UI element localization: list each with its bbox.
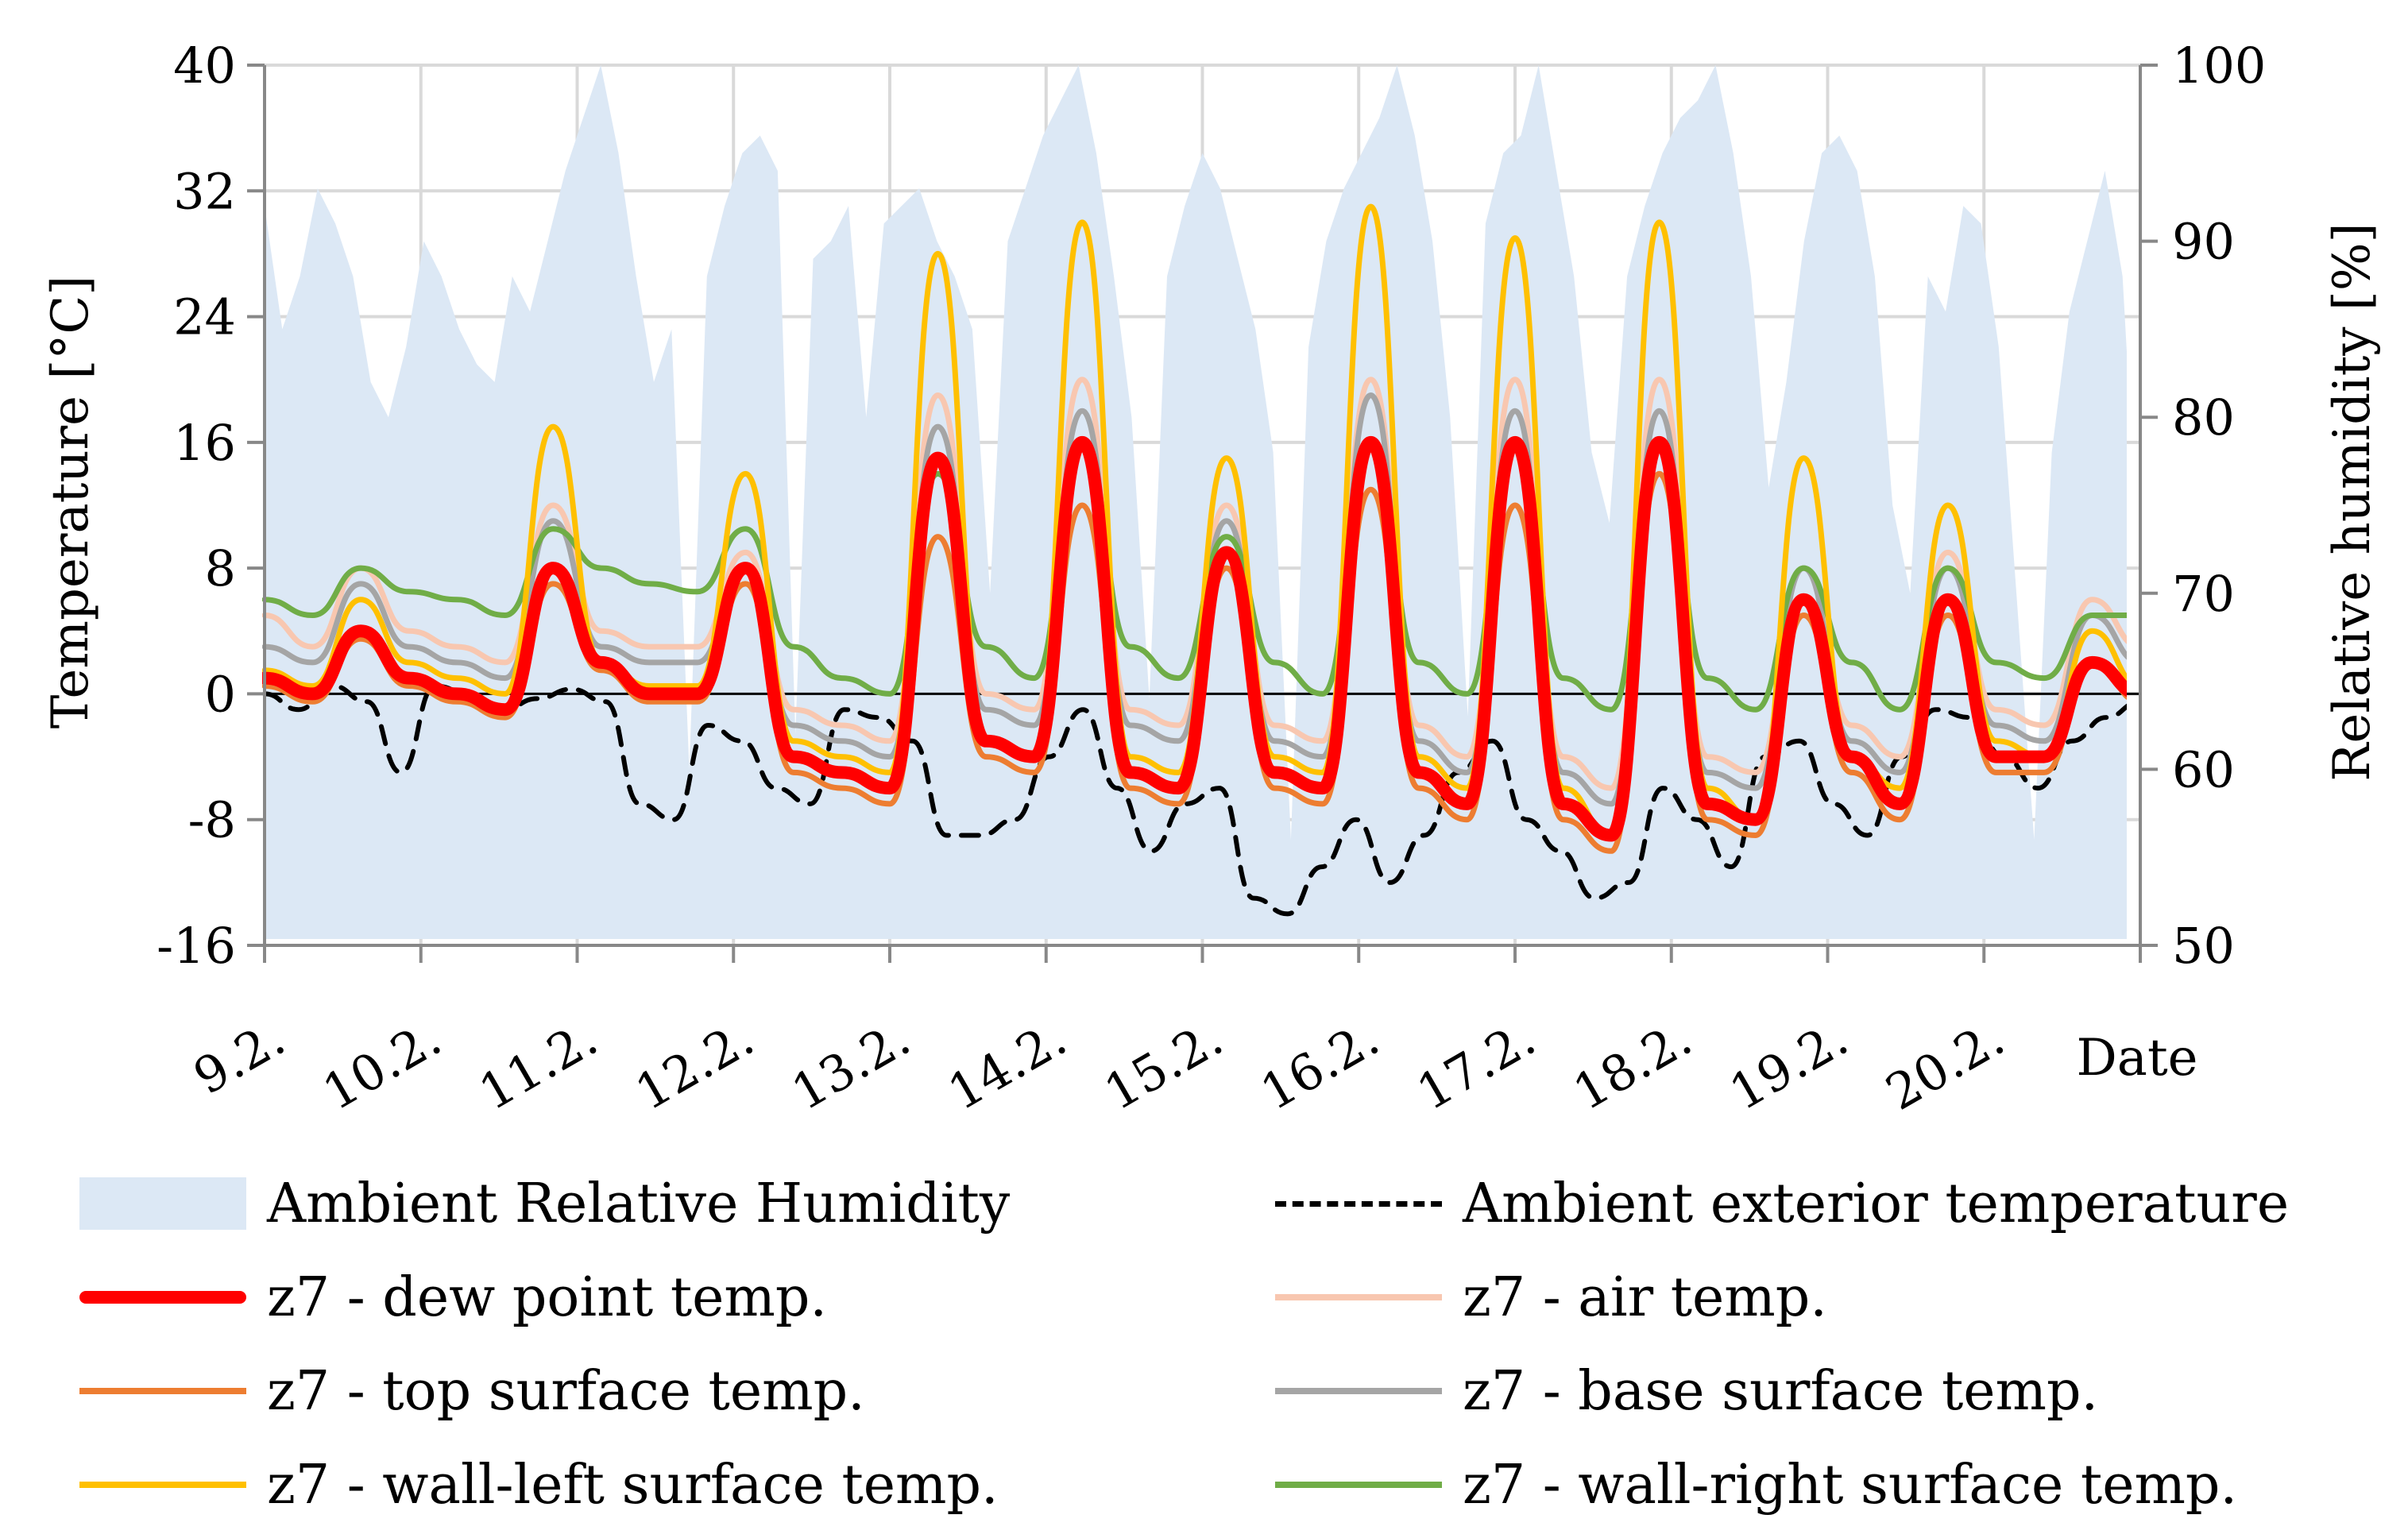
- x-tick-label: 13.2.: [782, 1009, 919, 1122]
- legend-item-air-temp: z7 - air temp.: [1275, 1254, 1827, 1341]
- legend-item-exterior-temp: Ambient exterior temperature: [1275, 1160, 2289, 1247]
- legend-label-exterior-temp: Ambient exterior temperature: [1463, 1172, 2290, 1235]
- y-tick-label: 8: [205, 539, 236, 597]
- legend-swatch-wall-right: [1275, 1441, 1442, 1528]
- legend-item-top-surface: z7 - top surface temp.: [79, 1347, 865, 1435]
- y-tick-label: 40: [173, 37, 236, 95]
- y2-tick-label: 50: [2172, 917, 2235, 975]
- x-tick-label: 20.2.: [1877, 1009, 2014, 1122]
- legend-swatch-air-temp: [1275, 1254, 1442, 1341]
- y-tick-label: -8: [188, 791, 236, 849]
- legend-label-base-surface: z7 - base surface temp.: [1463, 1359, 2099, 1423]
- x-tick-label: 17.2.: [1407, 1009, 1544, 1122]
- legend-swatch-humidity: [79, 1160, 246, 1247]
- x-tick-label: 19.2.: [1720, 1009, 1857, 1122]
- series-lines-layer: [262, 203, 2127, 917]
- y-tick-label: 16: [173, 414, 236, 472]
- legend-item-wall-left: z7 - wall-left surface temp.: [79, 1441, 999, 1528]
- y2-tick-label: 60: [2172, 740, 2235, 798]
- legend-swatch-top-surface: [79, 1347, 246, 1435]
- legend-item-dew-point: z7 - dew point temp.: [79, 1254, 827, 1341]
- legend-label-top-surface: z7 - top surface temp.: [267, 1359, 865, 1423]
- legend-item-humidity: Ambient Relative Humidity: [79, 1160, 1010, 1247]
- legend-label-wall-left: z7 - wall-left surface temp.: [267, 1453, 999, 1517]
- y-tick-label: 24: [173, 288, 236, 346]
- y2-tick-label: 100: [2172, 37, 2266, 95]
- legend-swatch-dew-point: [79, 1254, 246, 1341]
- legend-label-wall-right: z7 - wall-right surface temp.: [1463, 1453, 2238, 1517]
- y2-tick-label: 70: [2172, 565, 2235, 623]
- y-tick-label: 0: [205, 665, 236, 723]
- x-tick-label: 14.2.: [938, 1009, 1076, 1122]
- y-axis-title: Temperature [°C]: [41, 276, 100, 729]
- x-axis-title: Date: [2076, 1029, 2197, 1088]
- legend-swatch-exterior-temp: [1275, 1160, 1442, 1247]
- dew-point-line: [262, 435, 2127, 842]
- exterior-temp-line: [262, 683, 2127, 917]
- legend-label-air-temp: z7 - air temp.: [1463, 1266, 1827, 1329]
- humidity-area: [265, 65, 2127, 939]
- y-tick-label: 32: [173, 162, 236, 220]
- y2-axis-title: Relative humidity [%]: [2323, 222, 2382, 781]
- x-tick-label: 18.2.: [1563, 1009, 1701, 1122]
- wall-left-line: [262, 203, 2127, 838]
- legend: Ambient Relative Humidity Ambient exteri…: [0, 1128, 2408, 1525]
- x-tick-label: 11.2.: [470, 1009, 607, 1122]
- x-tick-label: 9.2.: [184, 1009, 295, 1106]
- top-surface-line: [262, 470, 2127, 854]
- legend-item-wall-right: z7 - wall-right surface temp.: [1275, 1441, 2237, 1528]
- legend-item-base-surface: z7 - base surface temp.: [1275, 1347, 2098, 1435]
- x-tick-label: 16.2.: [1251, 1009, 1389, 1122]
- legend-label-humidity: Ambient Relative Humidity: [267, 1172, 1011, 1235]
- legend-label-dew-point: z7 - dew point temp.: [267, 1266, 828, 1329]
- x-tick-label: 10.2.: [313, 1009, 450, 1122]
- y2-tick-label: 90: [2172, 213, 2235, 271]
- y-tick-label: -16: [157, 917, 236, 975]
- wall-right-line: [262, 439, 2127, 713]
- y2-tick-label: 80: [2172, 388, 2235, 446]
- x-tick-label: 15.2.: [1095, 1009, 1232, 1122]
- legend-swatch-wall-left: [79, 1441, 246, 1528]
- x-tick-label: 12.2.: [626, 1009, 763, 1122]
- humidity-area-layer: [265, 65, 2127, 939]
- axes-layer: [247, 64, 2158, 963]
- legend-swatch-base-surface: [1275, 1347, 1442, 1435]
